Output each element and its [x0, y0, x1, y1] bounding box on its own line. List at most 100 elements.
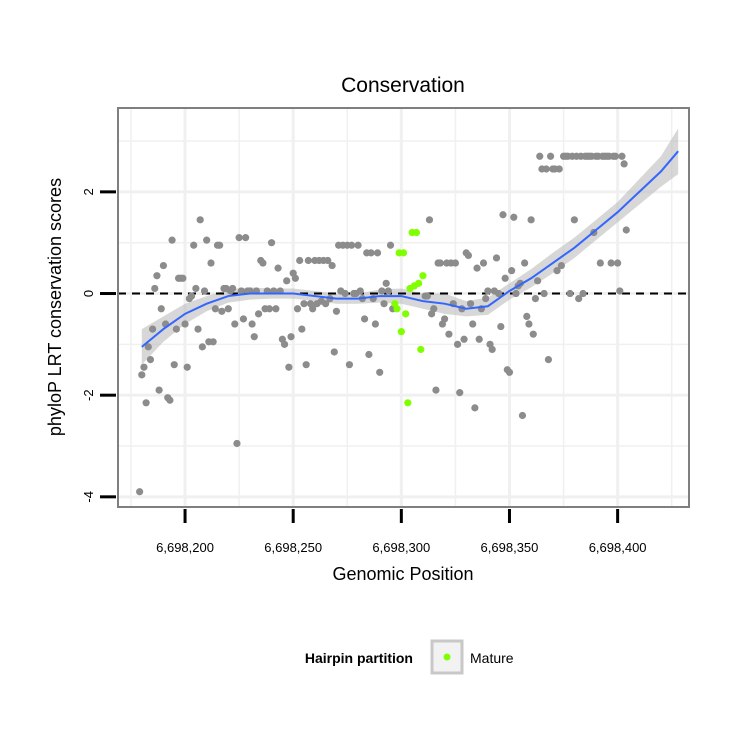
point-other: [523, 312, 531, 320]
point-other: [155, 386, 163, 394]
y-tick-label: 0: [81, 290, 96, 297]
point-other: [203, 236, 211, 244]
point-other: [330, 348, 338, 356]
point-other: [544, 355, 553, 364]
point-other: [218, 307, 226, 315]
point-other: [332, 307, 341, 315]
x-tick-label: 6,698,350: [481, 540, 539, 555]
point-other: [529, 330, 537, 338]
point-other: [521, 259, 529, 267]
point-other: [436, 259, 444, 267]
gridlines: [118, 108, 689, 507]
point-other: [596, 259, 604, 267]
point-other: [380, 300, 388, 308]
point-other: [430, 305, 438, 313]
point-mature: [415, 279, 423, 287]
point-other: [142, 399, 150, 407]
point-other: [542, 165, 550, 173]
legend-label-mature: Mature: [470, 650, 514, 666]
point-other: [304, 256, 312, 265]
point-other: [460, 335, 468, 343]
point-other: [237, 287, 245, 295]
x-axis-title: Genomic Position: [332, 564, 473, 584]
point-other: [265, 305, 274, 313]
y-axis: -4 -2 0 2: [81, 188, 116, 503]
point-other: [488, 345, 496, 354]
point-other: [557, 261, 565, 270]
point-other: [347, 241, 356, 249]
point-mature: [404, 399, 412, 407]
point-other: [423, 292, 431, 300]
x-tick-label: 6,698,300: [372, 540, 430, 555]
point-other: [224, 305, 232, 313]
point-other: [518, 411, 527, 420]
point-other: [172, 325, 180, 333]
point-other: [231, 320, 239, 328]
point-other: [499, 211, 507, 219]
point-other: [510, 213, 518, 221]
point-other: [248, 320, 256, 328]
point-mature: [397, 328, 405, 336]
point-other: [451, 259, 460, 267]
legend: Hairpin partition Mature: [305, 639, 514, 675]
point-other: [614, 259, 622, 267]
x-axis: 6,698,200 6,698,250 6,698,300 6,698,350 6,69…: [156, 509, 647, 555]
point-other: [386, 241, 395, 249]
point-other: [341, 289, 349, 298]
chart-title: Conservation: [341, 74, 465, 97]
point-other: [508, 267, 516, 275]
point-other: [146, 355, 155, 364]
point-other: [373, 249, 382, 257]
point-other: [553, 267, 561, 275]
point-other: [464, 251, 472, 260]
point-other: [536, 152, 544, 160]
point-other: [622, 226, 630, 234]
x-tick-label: 6,698,250: [264, 540, 322, 555]
point-other: [566, 289, 574, 298]
point-other: [322, 300, 330, 308]
point-mature: [399, 249, 408, 257]
point-other: [183, 363, 191, 371]
point-other: [445, 330, 453, 338]
point-other: [620, 160, 628, 168]
x-tick-label: 6,698,400: [589, 540, 647, 555]
point-other: [168, 236, 176, 244]
point-other: [287, 333, 295, 341]
point-other: [570, 216, 578, 224]
point-other: [166, 396, 174, 404]
point-other: [309, 305, 317, 313]
plot-panel: [117, 107, 690, 508]
point-other: [254, 310, 263, 318]
point-other: [579, 289, 587, 298]
point-other: [239, 315, 248, 323]
point-other: [616, 287, 624, 295]
point-other: [211, 305, 219, 313]
point-other: [144, 343, 152, 351]
point-other: [200, 287, 209, 295]
point-mature: [412, 228, 421, 237]
point-other: [138, 371, 146, 379]
point-other: [283, 277, 291, 285]
point-other: [196, 216, 204, 224]
point-other: [540, 289, 548, 298]
legend-mature-point: [443, 653, 451, 661]
point-other: [456, 389, 464, 397]
point-other: [187, 292, 196, 300]
point-other: [149, 325, 157, 333]
point-other: [482, 295, 490, 303]
point-mature: [419, 272, 427, 280]
point-other: [484, 287, 492, 295]
smooth-trend-line: [141, 150, 679, 348]
point-other: [505, 368, 514, 376]
point-other: [192, 284, 200, 293]
point-other: [233, 439, 241, 448]
point-other: [229, 284, 237, 293]
point-other: [324, 256, 332, 265]
point-mature: [417, 345, 425, 354]
point-other: [492, 254, 501, 262]
point-other: [367, 249, 375, 257]
point-other: [136, 488, 144, 496]
point-other: [382, 279, 390, 287]
y-tick-label: -4: [81, 491, 96, 503]
